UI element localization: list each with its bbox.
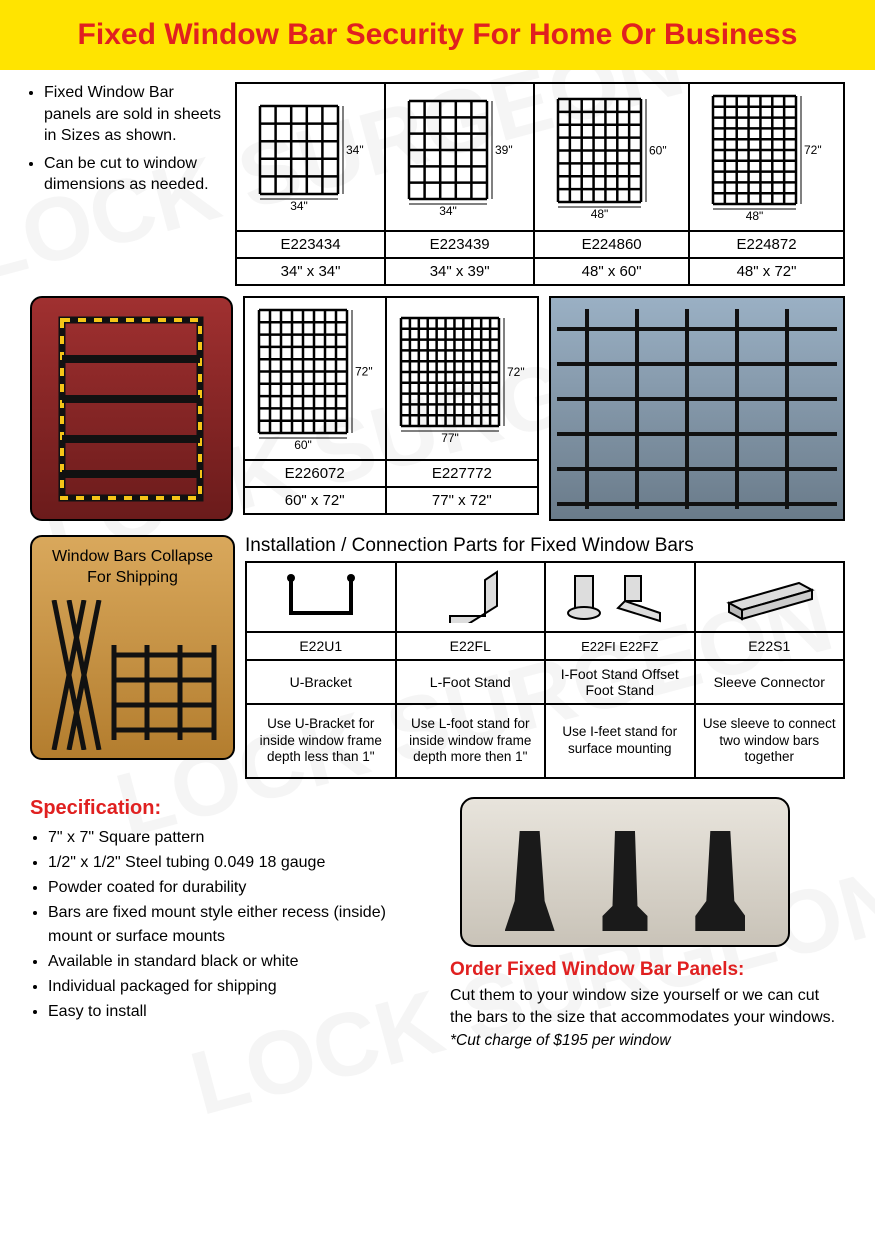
spec-item: 7" x 7" Square pattern — [48, 826, 430, 850]
grid-icon: 39" 34" — [405, 97, 515, 217]
window-bars-icon — [557, 309, 837, 509]
order-text: Cut them to your window size yourself or… — [450, 985, 845, 1030]
spec-title: Specification: — [30, 797, 430, 820]
spec-left: Specification: 7" x 7" Square pattern 1/… — [30, 797, 430, 1050]
svg-text:77": 77" — [441, 431, 459, 444]
grid-icon: 60" 48" — [554, 95, 669, 220]
product-photo-door — [30, 296, 233, 521]
intro-bullet: Can be cut to window dimensions as neede… — [44, 153, 225, 196]
part-icon — [396, 562, 546, 632]
collapse-caption: Window Bars Collapse For Shipping — [42, 547, 223, 589]
spec-right: Order Fixed Window Bar Panels: Cut them … — [450, 797, 845, 1050]
part-icon — [695, 562, 845, 632]
grid-icon: 72" 48" — [709, 92, 824, 222]
part-desc: Use I-feet stand for surface mounting — [545, 704, 695, 778]
svg-text:48": 48" — [746, 209, 764, 222]
size-dims: 34" x 39" — [385, 258, 534, 285]
collapse-icon — [44, 600, 224, 750]
spec-list: 7" x 7" Square pattern 1/2" x 1/2" Steel… — [30, 826, 430, 1024]
l-foot-icon — [425, 568, 515, 623]
size-code: E227772 — [386, 460, 538, 487]
parts-section: Window Bars Collapse For Shipping Instal… — [30, 535, 845, 779]
parts-table: E22U1 E22FL E22FI E22FZ E22S1 U-Bracket … — [245, 561, 845, 779]
row-photo-sizes: 72"60" 72"77" E226072 E227772 60" x 72" … — [30, 296, 845, 521]
size-diagram: 60" 48" — [534, 83, 689, 231]
svg-text:34": 34" — [346, 143, 364, 157]
intro-bullets: Fixed Window Bar panels are sold in shee… — [30, 82, 225, 202]
intro-bullet: Fixed Window Bar panels are sold in shee… — [44, 82, 225, 147]
sizes-table-2: 72"60" 72"77" E226072 E227772 60" x 72" … — [243, 296, 539, 515]
door-bars-icon — [56, 314, 206, 504]
size-dims: 34" x 34" — [236, 258, 385, 285]
order-note: *Cut charge of $195 per window — [450, 1032, 845, 1050]
size-diagram: 39" 34" — [385, 83, 534, 231]
svg-text:60": 60" — [649, 143, 667, 157]
spec-item: 1/2" x 1/2" Steel tubing 0.049 18 gauge — [48, 851, 430, 875]
svg-text:72": 72" — [355, 365, 373, 379]
sizes-table-1: 34" 34" 39" 34" 60" 48" 72" 48" E223434 E223… — [235, 82, 845, 286]
part-icon — [246, 562, 396, 632]
part-name: U-Bracket — [246, 660, 396, 704]
size-dims: 77" x 72" — [386, 487, 538, 514]
part-name: Sleeve Connector — [695, 660, 845, 704]
spec-row: Specification: 7" x 7" Square pattern 1/… — [30, 797, 845, 1050]
part-code: E22FL — [396, 632, 546, 660]
parts-table-wrap: Installation / Connection Parts for Fixe… — [245, 535, 845, 779]
spec-item: Powder coated for durability — [48, 876, 430, 900]
spec-item: Easy to install — [48, 1000, 430, 1024]
size-grid-bottom: 72"60" 72"77" E226072 E227772 60" x 72" … — [243, 296, 539, 521]
svg-text:34": 34" — [290, 199, 308, 212]
spec-item: Individual packaged for shipping — [48, 975, 430, 999]
size-dims: 48" x 72" — [689, 258, 844, 285]
size-code: E226072 — [244, 460, 386, 487]
grid-icon: 34" 34" — [256, 102, 366, 212]
part-icon — [545, 562, 695, 632]
size-diagram: 72" 48" — [689, 83, 844, 231]
i-foot-icon — [560, 568, 680, 623]
size-dims: 60" x 72" — [244, 487, 386, 514]
page-content: Fixed Window Bar Security For Home Or Bu… — [0, 0, 875, 1070]
size-code: E223434 — [236, 231, 385, 258]
size-code: E224860 — [534, 231, 689, 258]
size-grid-top: 34" 34" 39" 34" 60" 48" 72" 48" E223434 E223… — [235, 82, 845, 286]
grid-icon: 72" 77" — [397, 314, 527, 444]
foot-shape — [505, 831, 555, 931]
part-code: E22FI E22FZ — [545, 632, 695, 660]
spec-item: Available in standard black or white — [48, 950, 430, 974]
collapse-photo: Window Bars Collapse For Shipping — [30, 535, 235, 760]
product-photo-window — [549, 296, 845, 521]
size-code: E224872 — [689, 231, 844, 258]
title-bar: Fixed Window Bar Security For Home Or Bu… — [0, 0, 875, 70]
size-dims: 48" x 60" — [534, 258, 689, 285]
grid-icon: 72" 60" — [255, 306, 375, 451]
part-name: I-Foot Stand Offset Foot Stand — [545, 660, 695, 704]
part-code: E22U1 — [246, 632, 396, 660]
sleeve-icon — [714, 568, 824, 623]
foot-shape — [600, 831, 650, 931]
page-title: Fixed Window Bar Security For Home Or Bu… — [10, 18, 865, 52]
svg-text:48": 48" — [591, 207, 609, 220]
svg-text:72": 72" — [507, 365, 525, 379]
part-code: E22S1 — [695, 632, 845, 660]
part-desc: Use L-foot stand for inside window frame… — [396, 704, 546, 778]
size-diagram: 72" 60" — [244, 297, 386, 460]
size-diagram: 72" 77" — [386, 297, 538, 460]
size-code: E223439 — [385, 231, 534, 258]
feet-photo — [460, 797, 790, 947]
svg-text:60": 60" — [294, 438, 312, 451]
svg-text:34": 34" — [439, 204, 457, 217]
svg-text:39": 39" — [495, 143, 513, 157]
parts-title: Installation / Connection Parts for Fixe… — [245, 535, 845, 557]
order-title: Order Fixed Window Bar Panels: — [450, 959, 845, 981]
svg-text:72": 72" — [804, 143, 822, 157]
row-intro-sizes: Fixed Window Bar panels are sold in shee… — [30, 82, 845, 286]
u-bracket-icon — [276, 568, 366, 623]
part-name: L-Foot Stand — [396, 660, 546, 704]
spec-item: Bars are fixed mount style either recess… — [48, 901, 430, 949]
part-desc: Use sleeve to connect two window bars to… — [695, 704, 845, 778]
part-desc: Use U-Bracket for inside window frame de… — [246, 704, 396, 778]
foot-shape — [695, 831, 745, 931]
size-diagram: 34" 34" — [236, 83, 385, 231]
